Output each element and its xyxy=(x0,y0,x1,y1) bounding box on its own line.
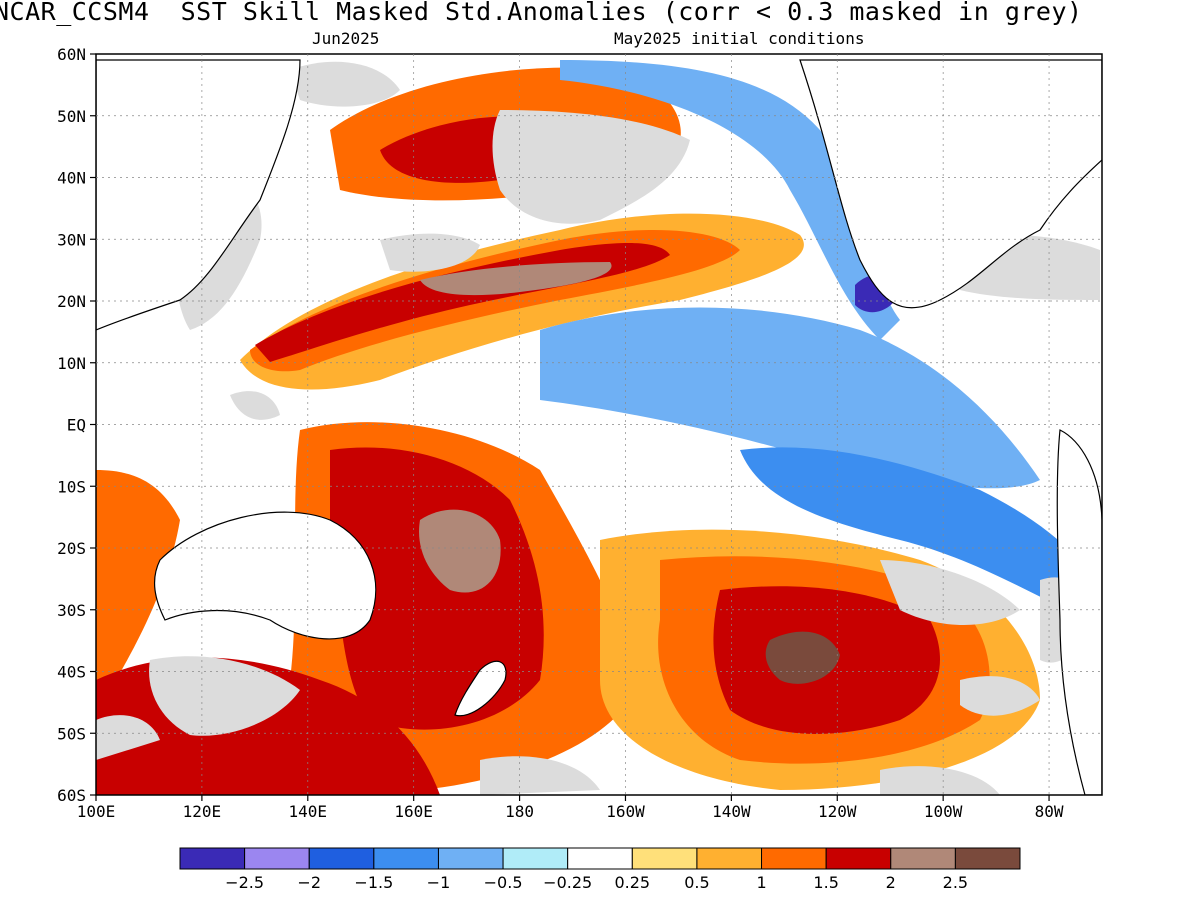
colorbar-swatch xyxy=(954,847,1021,870)
colorbar-label: −2.5 xyxy=(225,873,264,892)
north-america xyxy=(799,59,1102,309)
lon-tick-label: 160E xyxy=(394,802,433,821)
asia-coast xyxy=(96,59,301,331)
lon-tick-label: 120E xyxy=(183,802,222,821)
lat-tick-label: 20S xyxy=(57,539,86,558)
colorbar-label: −0.5 xyxy=(484,873,523,892)
lat-tick-label: 10S xyxy=(57,477,86,496)
lon-tick-label: 140W xyxy=(712,802,751,821)
valid-month-label: Jun2025 xyxy=(312,29,380,48)
colorbar-swatch xyxy=(373,847,439,870)
lat-tick-label: 30S xyxy=(57,601,86,620)
lon-tick-label: 140E xyxy=(289,802,328,821)
colorbar-label: 1 xyxy=(756,873,766,892)
lon-tick-label: 120W xyxy=(818,802,857,821)
lon-tick-label: 80W xyxy=(1035,802,1064,821)
lat-tick-label: 20N xyxy=(57,292,86,311)
colorbar-label: −0.25 xyxy=(543,873,592,892)
lon-tick-label: 100W xyxy=(924,802,963,821)
sw-pacific-extreme xyxy=(419,509,501,593)
colorbar-label: 2 xyxy=(886,873,896,892)
init-conditions-label: May2025 initial conditions xyxy=(614,29,865,48)
sw-pacific-very-warm xyxy=(330,447,544,730)
ne-pacific-cool-band xyxy=(560,60,900,340)
indian-ocean-warm xyxy=(96,470,180,690)
colorbar-label: 0.5 xyxy=(684,873,709,892)
australia xyxy=(154,511,377,640)
lon-tick-label: 160W xyxy=(606,802,645,821)
latitude-axis: 60N 50N 40N 30N 20N 10N EQ 10S 20S 30S 40S 50S 60S xyxy=(57,45,96,805)
colorbar-label: −1.5 xyxy=(354,873,393,892)
colorbar-label: −2 xyxy=(297,873,321,892)
north-pacific-extreme xyxy=(420,262,612,296)
lat-tick-label: 30N xyxy=(57,230,86,249)
colorbar-swatch xyxy=(567,847,633,870)
lat-tick-label: EQ xyxy=(67,416,86,435)
new-zealand xyxy=(454,660,507,717)
colorbar-swatch xyxy=(437,847,504,870)
colorbar-swatch xyxy=(244,847,310,870)
map-field xyxy=(96,54,1102,795)
colorbar-swatch xyxy=(890,847,956,870)
landmasses xyxy=(96,59,1102,795)
lat-tick-label: 50N xyxy=(57,107,86,126)
lat-tick-label: 40S xyxy=(57,663,86,682)
colorbar-label: 1.5 xyxy=(813,873,838,892)
lon-tick-label: 100E xyxy=(77,802,116,821)
east-pacific-cool-region-2 xyxy=(740,447,1090,620)
lat-tick-label: 60N xyxy=(57,45,86,64)
colorbar-swatch xyxy=(825,847,892,870)
colorbar-swatch xyxy=(308,847,375,870)
colorbar-swatch xyxy=(179,847,246,870)
colorbar-label: 0.25 xyxy=(614,873,650,892)
east-pacific-cool-region xyxy=(540,307,1040,489)
lat-tick-label: 10N xyxy=(57,354,86,373)
colorbar-swatch xyxy=(761,847,827,870)
lat-tick-label: 40N xyxy=(57,169,86,188)
colorbar-swatch xyxy=(631,847,698,870)
lon-tick-label: 180 xyxy=(505,802,534,821)
south-america xyxy=(1056,429,1102,795)
se-pacific-extreme xyxy=(765,631,840,684)
colorbar-swatch xyxy=(696,847,763,870)
colorbar-label: −1 xyxy=(427,873,451,892)
longitude-axis: 100E 120E 140E 160E 180 160W 140W 120W 100W 80W xyxy=(77,795,1064,821)
colorbar: −2.5 −2 −1.5 −1 −0.5 −0.25 0.25 0.5 1 1.5 2 2.5 xyxy=(179,847,1021,892)
lat-tick-label: 50S xyxy=(57,724,86,743)
colorbar-label: 2.5 xyxy=(943,873,968,892)
colorbar-swatch xyxy=(502,847,569,870)
lat-tick-label: 60S xyxy=(57,786,86,805)
map-title: NCAR_CCSM4 SST Skill Masked Std.Anomalie… xyxy=(0,0,1083,26)
